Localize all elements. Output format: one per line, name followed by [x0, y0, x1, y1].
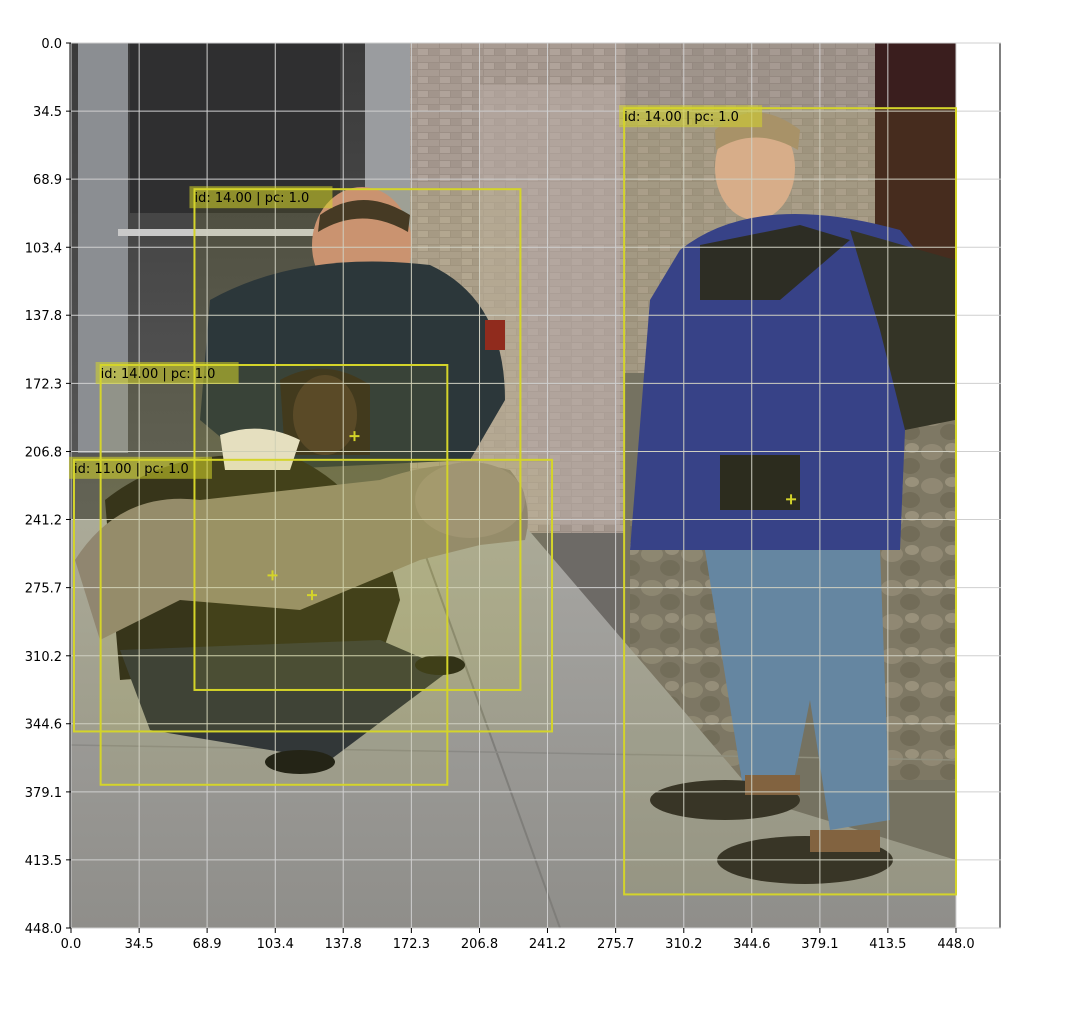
x-tick-label: 448.0 [937, 937, 974, 952]
box-label: id: 14.00 | pc: 1.0 [194, 191, 309, 206]
x-tick-label: 206.8 [461, 937, 498, 952]
box-label-bg [68, 456, 212, 479]
y-tick-label: 206.8 [25, 446, 62, 461]
x-tick-label: 310.2 [665, 937, 702, 952]
y-tick-label: 413.5 [25, 854, 62, 869]
x-tick-label: 0.0 [61, 937, 82, 952]
box-label-bg [189, 186, 333, 209]
x-tick-label: 68.9 [193, 937, 222, 952]
x-tick-label: 275.7 [597, 937, 634, 952]
y-tick-label: 0.0 [41, 37, 62, 52]
detection-box: id: 14.00 | pc: 1.0 [619, 105, 957, 896]
y-tick-label: 344.6 [25, 718, 62, 733]
y-tick-label: 275.7 [25, 582, 62, 597]
box-label-bg [95, 361, 239, 384]
y-axis-ticks: 0.0 34.5 68.9 103.4 137.8 172.3 206.8 241.2 275.… [25, 37, 71, 937]
y-tick-label: 137.8 [25, 309, 62, 324]
detection-box: id: 11.00 | pc: 1.0 [68, 456, 554, 733]
x-tick-label: 241.2 [529, 937, 566, 952]
y-tick-label: 68.9 [33, 173, 62, 188]
box-label-bg [619, 105, 763, 128]
y-tick-label: 448.0 [25, 922, 62, 937]
box-label: id: 11.00 | pc: 1.0 [74, 462, 189, 477]
y-tick-label: 241.2 [25, 513, 62, 528]
x-tick-label: 137.8 [325, 937, 362, 952]
box-rect [193, 188, 522, 691]
x-tick-label: 103.4 [257, 937, 294, 952]
x-tick-label: 344.6 [733, 937, 770, 952]
x-tick-label: 34.5 [125, 937, 154, 952]
x-tick-label: 172.3 [393, 937, 430, 952]
x-tick-label: 379.1 [801, 937, 838, 952]
box-label: id: 14.00 | pc: 1.0 [101, 367, 216, 382]
box-label: id: 14.00 | pc: 1.0 [624, 110, 739, 125]
y-tick-label: 379.1 [25, 786, 62, 801]
y-tick-label: 172.3 [25, 377, 62, 392]
detection-box: id: 14.00 | pc: 1.0 [95, 361, 449, 786]
y-tick-label: 310.2 [25, 650, 62, 665]
detection-box: id: 14.00 | pc: 1.0 [189, 186, 522, 691]
x-axis-ticks: 0.0 34.5 68.9 103.4 137.8 172.3 206.8 241.2 275.… [61, 928, 975, 952]
y-tick-label: 103.4 [25, 241, 62, 256]
x-tick-label: 413.5 [869, 937, 906, 952]
bounding-boxes: id: 14.00 | pc: 1.0 id: 14.00 | pc: 1.0 id… [68, 105, 957, 896]
y-tick-label: 34.5 [33, 105, 62, 120]
